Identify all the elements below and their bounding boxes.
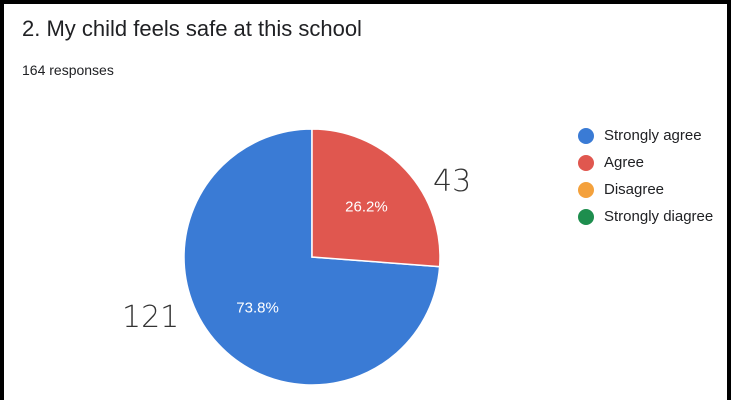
legend-item-strongly-agree[interactable]: Strongly agree xyxy=(578,122,713,149)
handwritten-strongly-agree-count: 121 xyxy=(122,300,180,335)
legend-label: Disagree xyxy=(604,181,665,198)
legend-swatch xyxy=(578,208,594,225)
legend-item-disagree[interactable]: Disagree xyxy=(578,176,713,203)
legend-item-agree[interactable]: Agree xyxy=(578,149,713,176)
legend-label: Agree xyxy=(604,154,645,171)
question-title: 2. My child feels safe at this school xyxy=(22,16,362,41)
chart-legend: Strongly agree Agree Disagree Strongly d… xyxy=(578,122,713,230)
slice-label-agree: 26.2% xyxy=(345,199,388,216)
legend-label: Strongly diagree xyxy=(604,208,714,225)
legend-swatch xyxy=(578,154,594,171)
slice-label-strongly-agree: 73.8% xyxy=(236,299,279,316)
legend-label: Strongly agree xyxy=(604,127,702,144)
handwritten-agree-count: 43 xyxy=(433,164,472,199)
pie-slice-agree[interactable] xyxy=(311,128,441,268)
legend-item-strongly-diagree[interactable]: Strongly diagree xyxy=(578,203,713,230)
response-count: 164 responses xyxy=(22,62,114,78)
legend-swatch xyxy=(578,127,594,144)
legend-swatch xyxy=(578,181,594,198)
